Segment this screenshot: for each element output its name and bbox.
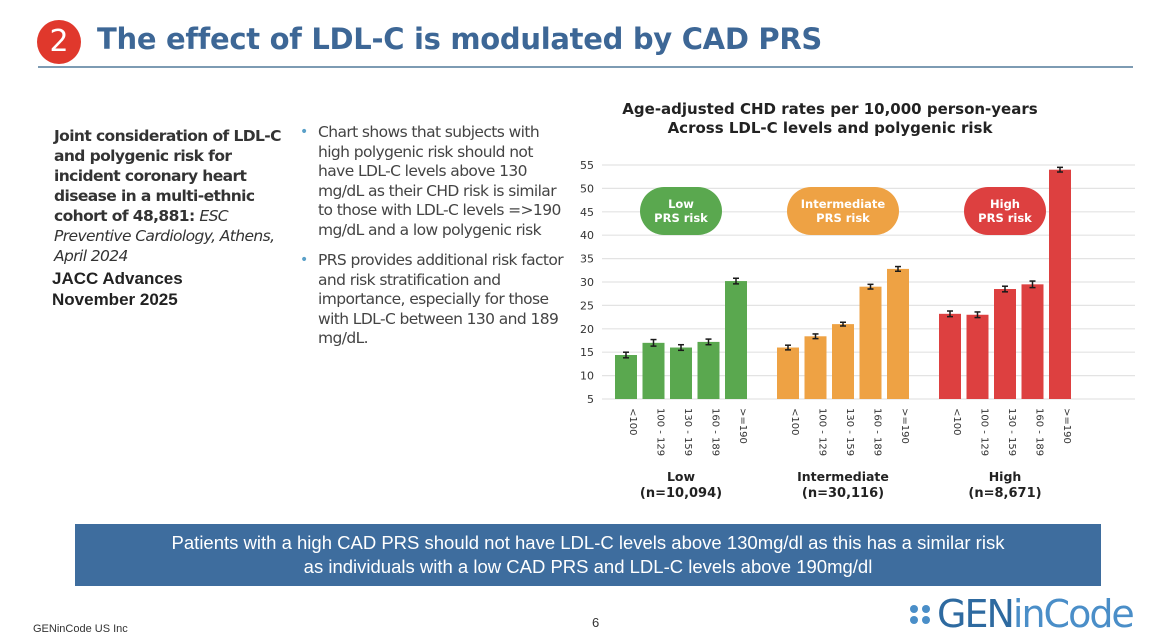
group-n-label: (n=8,671) [968, 486, 1041, 501]
badge-line-1: Intermediate [801, 197, 886, 211]
x-tick-label: <100 [627, 408, 638, 435]
section-number-badge: 2 [37, 20, 81, 64]
bar-low-2 [670, 347, 692, 399]
y-tick-label: 30 [580, 276, 594, 289]
x-tick-label: 160 - 189 [1034, 408, 1045, 456]
y-tick-label: 50 [580, 182, 594, 195]
y-tick-label: 20 [580, 323, 594, 336]
y-tick-label: 35 [580, 253, 594, 266]
bullet-dot-icon: • [300, 252, 308, 268]
prs-risk-badge [640, 187, 722, 235]
badge-line-2: PRS risk [654, 211, 708, 225]
y-tick-label: 10 [580, 370, 594, 383]
badge-line-2: PRS risk [816, 211, 870, 225]
bar-intermediate-4 [887, 268, 909, 399]
y-tick-label: 55 [580, 159, 594, 172]
x-tick-label: >=190 [737, 408, 748, 444]
study-citation: Joint consideration of LDL-C and polygen… [54, 126, 294, 266]
journal-reference: JACC Advances November 2025 [52, 268, 183, 310]
x-tick-label: 130 - 159 [1006, 408, 1017, 456]
bar-high-2 [994, 289, 1016, 399]
x-tick-label: <100 [789, 408, 800, 435]
x-tick-label: 130 - 159 [682, 408, 693, 456]
prs-risk-badge [964, 187, 1046, 235]
bullet-dot-icon: • [300, 124, 308, 140]
bar-high-3 [1021, 284, 1044, 399]
group-label: Low [667, 469, 696, 484]
y-tick-label: 5 [587, 393, 594, 406]
footer-company: GENinCode US Inc [33, 623, 128, 635]
bar-intermediate-2 [832, 324, 854, 399]
callout-line-1: Patients with a high CAD PRS should not … [171, 532, 1005, 553]
y-tick-label: 45 [580, 206, 594, 219]
x-tick-label: >=190 [1061, 408, 1072, 444]
bar-intermediate-1 [804, 336, 827, 399]
page-number: 6 [592, 615, 600, 630]
journal-name: JACC Advances [52, 269, 183, 288]
genincode-logo: GENinCode [910, 592, 1135, 636]
x-tick-label: 160 - 189 [710, 408, 721, 456]
x-tick-label: <100 [951, 408, 962, 435]
x-tick-label: 100 - 129 [817, 408, 828, 456]
bar-intermediate-3 [859, 286, 882, 399]
x-tick-label: 160 - 189 [872, 408, 883, 456]
x-tick-label: 100 - 129 [655, 408, 666, 456]
study-venue: ESC Preventive Cardiology, Athens, April… [54, 207, 275, 265]
y-tick-label: 25 [580, 299, 594, 312]
bullet-text: Chart shows that subjects with high poly… [318, 123, 561, 239]
logo-dots-icon [910, 604, 931, 624]
journal-date: November 2025 [52, 290, 178, 309]
page-title: The effect of LDL-C is modulated by CAD … [97, 22, 822, 56]
y-tick-label: 40 [580, 229, 594, 242]
title-divider [38, 66, 1133, 68]
bullet-item: • PRS provides additional risk factor and… [300, 251, 565, 349]
group-label: High [989, 469, 1022, 484]
badge-line-1: Low [668, 197, 694, 211]
bar-high-0 [939, 313, 961, 399]
badge-line-2: PRS risk [978, 211, 1032, 225]
chart-title: Age-adjusted CHD rates per 10,000 person… [622, 100, 1038, 118]
bullet-text: PRS provides additional risk factor and … [318, 251, 564, 347]
bar-low-1 [642, 342, 665, 399]
bar-intermediate-0 [777, 347, 799, 399]
bar-high-1 [966, 314, 989, 399]
x-tick-label: >=190 [899, 408, 910, 444]
badge-line-1: High [990, 197, 1020, 211]
y-tick-label: 15 [580, 346, 594, 359]
bar-high-4 [1049, 169, 1071, 399]
group-n-label: (n=10,094) [640, 486, 722, 501]
logo-text: GENinCode [937, 592, 1135, 636]
bar-low-4 [725, 281, 747, 399]
study-title: Joint consideration of LDL-C and polygen… [54, 127, 282, 225]
chart-subtitle: Across LDL-C levels and polygenic risk [667, 119, 993, 137]
chart-title-block: Age-adjusted CHD rates per 10,000 person… [600, 100, 1060, 138]
x-tick-label: 100 - 129 [979, 408, 990, 456]
callout-line-2: as individuals with a low CAD PRS and LD… [303, 556, 873, 577]
group-label: Intermediate [797, 469, 889, 484]
chd-rates-bar-chart: 5 10 15 20 25 30 35 40 45 50 55 <100 100 - 129 130 - … [580, 159, 1135, 501]
bar-low-0 [615, 355, 637, 399]
key-points-list: • Chart shows that subjects with high pol… [300, 123, 565, 360]
conclusion-callout: Patients with a high CAD PRS should not … [75, 524, 1101, 586]
group-n-label: (n=30,116) [802, 486, 884, 501]
bar-low-3 [697, 341, 720, 399]
prs-risk-badge [787, 187, 899, 235]
x-tick-label: 130 - 159 [844, 408, 855, 456]
bullet-item: • Chart shows that subjects with high pol… [300, 123, 565, 240]
